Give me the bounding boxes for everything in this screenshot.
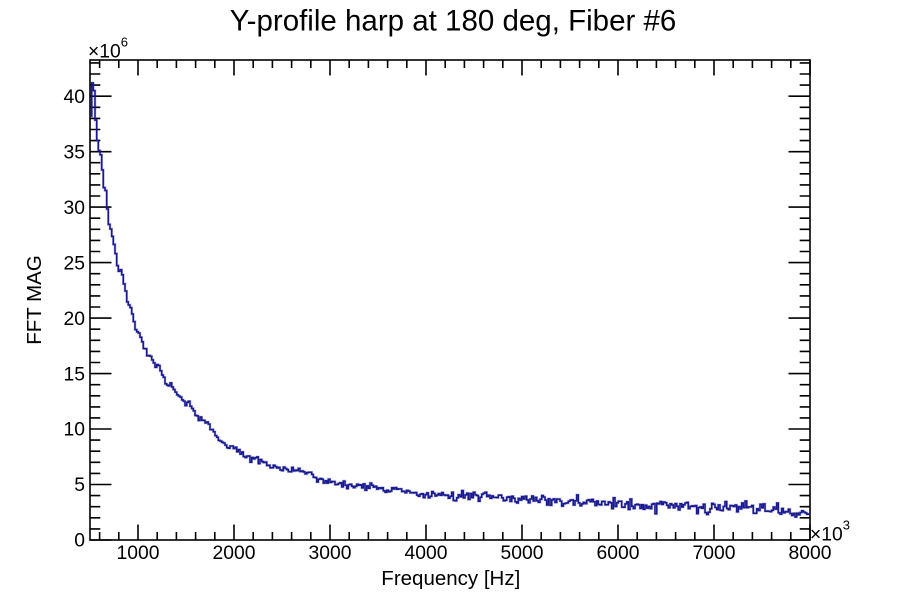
svg-text:30: 30 — [64, 198, 85, 219]
svg-text:15: 15 — [64, 364, 85, 385]
svg-text:10: 10 — [64, 420, 85, 441]
svg-text:40: 40 — [64, 87, 85, 108]
svg-text:Y-profile harp at 180 deg, Fib: Y-profile harp at 180 deg, Fiber #6 — [230, 4, 677, 37]
svg-text:6000: 6000 — [597, 543, 640, 564]
svg-text:5: 5 — [74, 475, 85, 496]
svg-text:Frequency [Hz]: Frequency [Hz] — [381, 567, 520, 590]
svg-text:FFT MAG: FFT MAG — [23, 255, 46, 345]
svg-text:2000: 2000 — [213, 543, 256, 564]
svg-text:3000: 3000 — [309, 543, 352, 564]
svg-text:4000: 4000 — [405, 543, 448, 564]
svg-text:8000: 8000 — [789, 543, 832, 564]
svg-text:35: 35 — [64, 142, 85, 163]
svg-text:5000: 5000 — [501, 543, 544, 564]
svg-text:0: 0 — [74, 531, 85, 552]
svg-text:7000: 7000 — [693, 543, 736, 564]
svg-text:20: 20 — [64, 309, 85, 330]
svg-text:1000: 1000 — [117, 543, 160, 564]
svg-text:25: 25 — [64, 253, 85, 274]
